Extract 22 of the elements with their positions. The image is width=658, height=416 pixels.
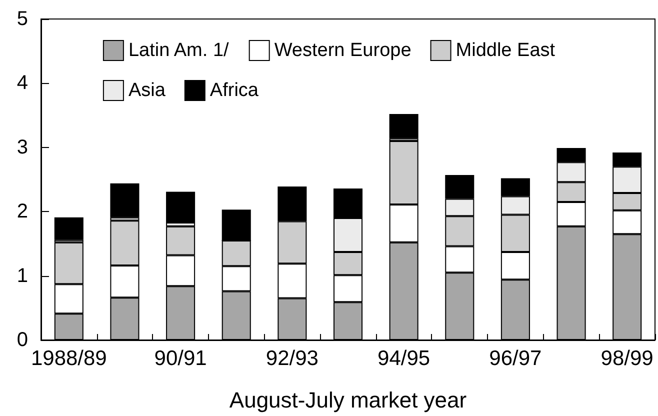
legend-label: Western Europe <box>274 40 412 61</box>
y-tick-label: 5 <box>16 8 28 30</box>
bar <box>166 192 196 223</box>
y-tick-label: 3 <box>16 136 28 158</box>
x-axis-title: August-July market year <box>229 388 467 412</box>
y-tick-label: 0 <box>16 329 28 351</box>
x-tick-label: 98/99 <box>600 347 654 370</box>
x-tick-label: 96/97 <box>489 347 542 370</box>
legend-label: Asia <box>128 80 166 101</box>
y-tick-label: 1 <box>16 264 28 287</box>
legend-label: Middle East <box>456 40 556 61</box>
x-tick-label: 90/91 <box>154 347 207 370</box>
y-tick-label: 2 <box>16 200 28 223</box>
bar <box>54 217 84 240</box>
y-tick-label: 4 <box>16 72 28 94</box>
legend-label: Africa <box>210 80 259 101</box>
bar <box>110 183 140 218</box>
x-tick-label: 94/95 <box>378 347 430 370</box>
legend-label: Latin Am. 1/ <box>128 40 230 61</box>
x-tick-label: 92/93 <box>266 347 318 370</box>
x-tick-label: 1988/89 <box>30 347 107 370</box>
bar <box>389 114 418 138</box>
